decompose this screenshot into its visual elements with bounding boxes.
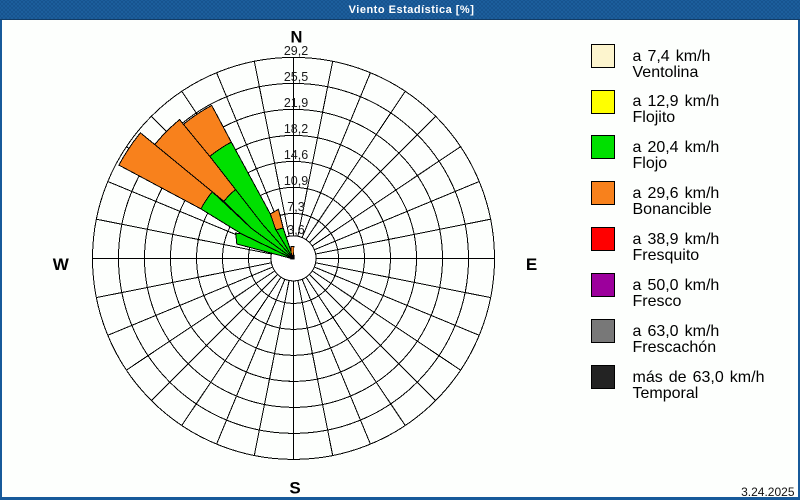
svg-text:10,9: 10,9	[284, 174, 308, 188]
svg-text:W: W	[53, 255, 70, 274]
svg-text:29,2: 29,2	[284, 44, 308, 58]
svg-text:E: E	[526, 255, 537, 274]
svg-text:7,3: 7,3	[287, 200, 304, 214]
svg-text:3,6: 3,6	[287, 223, 304, 237]
svg-text:14,6: 14,6	[284, 148, 308, 162]
svg-text:N: N	[291, 29, 303, 47]
svg-text:18,2: 18,2	[284, 122, 308, 136]
svg-text:21,9: 21,9	[284, 96, 308, 110]
svg-text:S: S	[289, 479, 300, 498]
svg-text:25,5: 25,5	[284, 70, 308, 84]
